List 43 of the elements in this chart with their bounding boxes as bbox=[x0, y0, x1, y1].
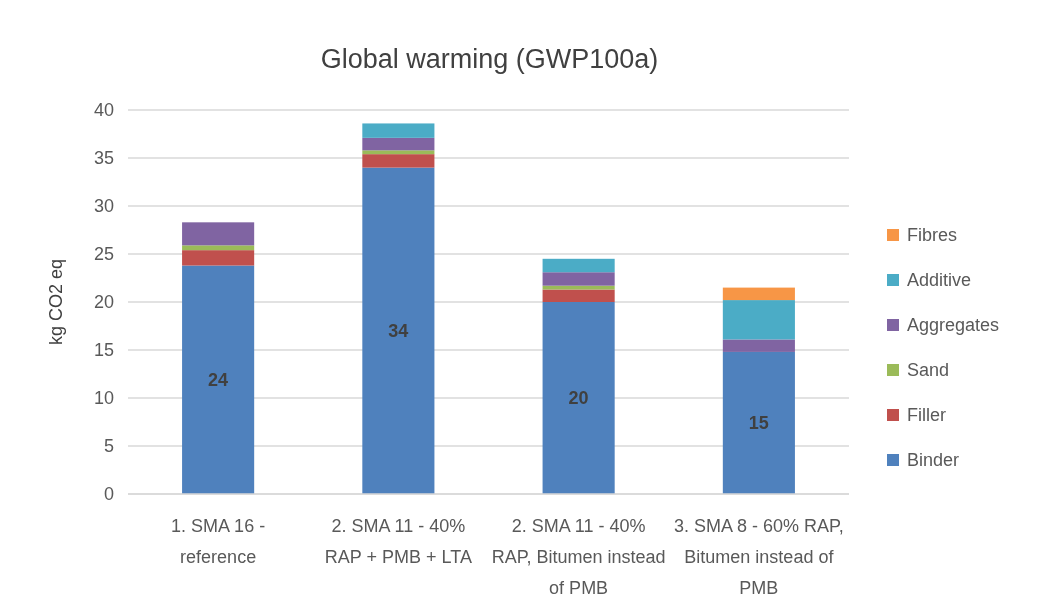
x-tick-label: 2. SMA 11 - 40% RAP + PMB + LTA bbox=[324, 516, 472, 567]
bar bbox=[722, 351, 795, 494]
bar bbox=[362, 154, 435, 168]
y-tick-label: 25 bbox=[93, 244, 114, 265]
y-tick-label: 5 bbox=[103, 436, 114, 457]
bar bbox=[542, 285, 615, 290]
bar bbox=[182, 245, 255, 251]
y-tick-label: 15 bbox=[93, 340, 114, 361]
data-label: 24 bbox=[208, 369, 229, 390]
data-label: 34 bbox=[388, 320, 409, 341]
bar bbox=[362, 167, 435, 494]
bar bbox=[362, 137, 435, 151]
bar bbox=[182, 265, 255, 494]
y-axis-title: kg CO2 eq bbox=[46, 258, 66, 346]
bar bbox=[722, 300, 795, 340]
bar bbox=[722, 339, 795, 352]
bar bbox=[722, 287, 795, 301]
legend-label: Fibres bbox=[907, 225, 958, 245]
legend-label: Binder bbox=[907, 450, 960, 470]
data-label: 15 bbox=[748, 412, 769, 433]
bar bbox=[182, 250, 255, 266]
y-tick-label: 10 bbox=[93, 388, 114, 409]
y-tick-label: 0 bbox=[103, 484, 114, 505]
y-tick-label: 30 bbox=[93, 196, 114, 217]
bar bbox=[362, 123, 435, 138]
bar bbox=[542, 302, 615, 494]
x-tick-label: 1. SMA 16 - reference bbox=[171, 516, 266, 567]
x-tick-label: 2. SMA 11 - 40% RAP, Bitumen instead of PMB bbox=[491, 516, 666, 598]
bar bbox=[362, 150, 435, 155]
bar bbox=[542, 289, 615, 302]
bar bbox=[182, 222, 255, 246]
bar bbox=[542, 258, 615, 273]
legend-label: Aggregates bbox=[907, 315, 1000, 335]
legend-label: Filler bbox=[907, 405, 946, 425]
bar bbox=[542, 272, 615, 286]
y-tick-label: 40 bbox=[93, 100, 114, 121]
data-label: 20 bbox=[568, 388, 589, 408]
x-tick-label: 3. SMA 8 - 60% RAP, Bitumen instead of PMB bbox=[673, 516, 844, 598]
legend-label: Additive bbox=[907, 270, 972, 290]
y-tick-label: 35 bbox=[93, 148, 114, 169]
legend-label: Sand bbox=[907, 360, 950, 380]
y-tick-label: 20 bbox=[93, 292, 114, 313]
chart-title: Global warming (GWP100a) bbox=[320, 44, 659, 74]
